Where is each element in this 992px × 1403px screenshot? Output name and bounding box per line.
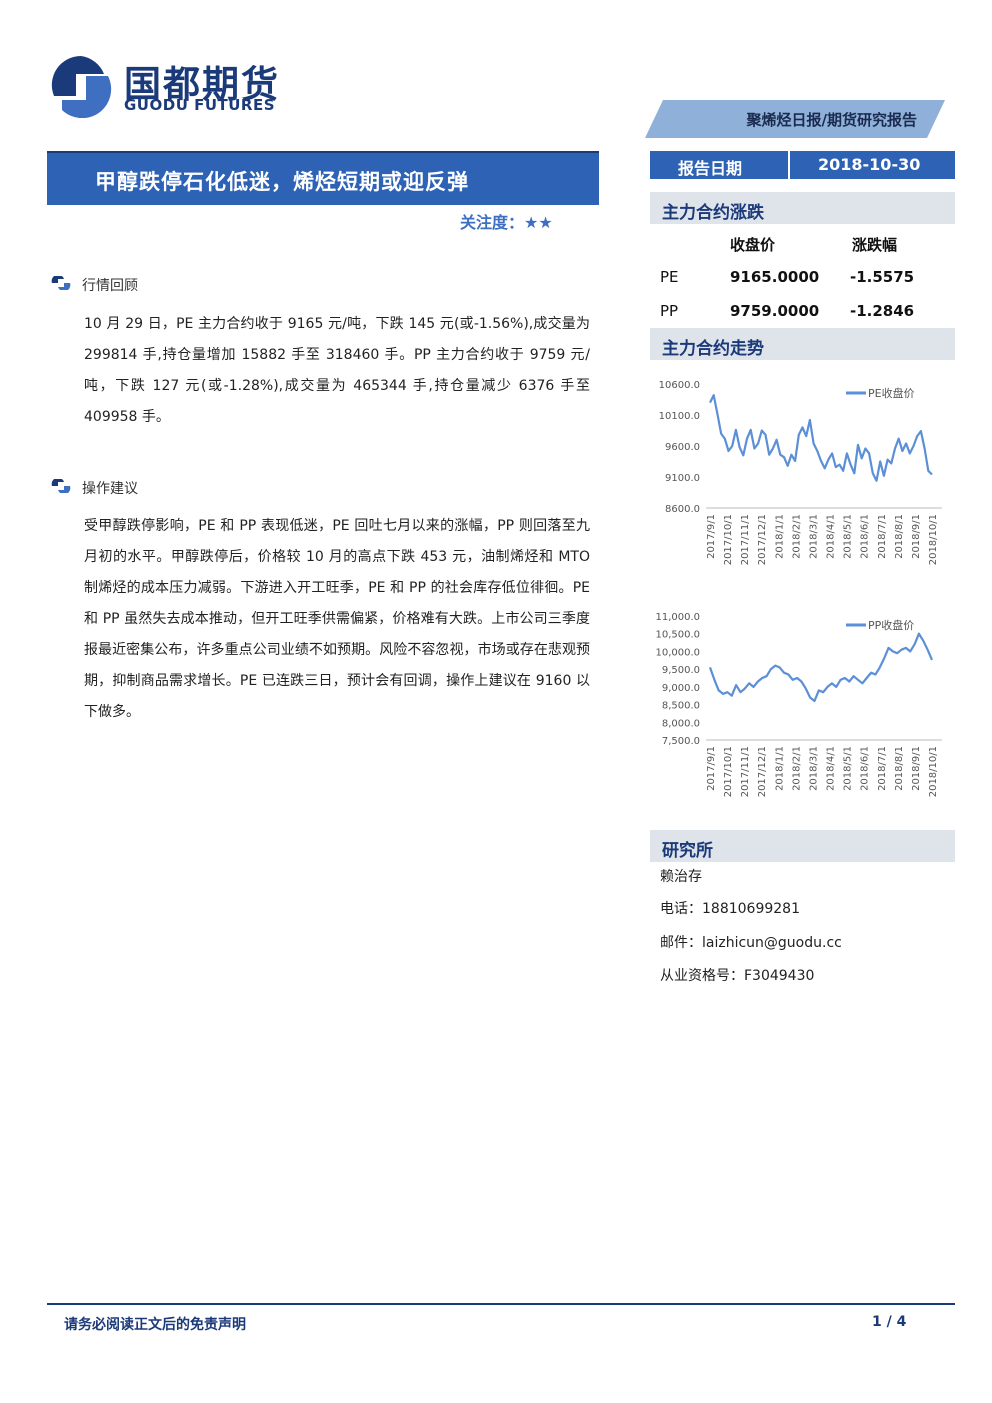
x-tick-label: 2018/5/1	[843, 514, 854, 559]
row-name-pp: PP	[660, 302, 679, 320]
x-tick-label: 2017/9/1	[706, 746, 717, 791]
report-date-label: 报告日期	[678, 159, 743, 178]
x-tick-label: 2018/9/1	[911, 746, 922, 791]
report-title-bar: 甲醇跌停石化低迷，烯烃短期或迎反弹	[47, 151, 599, 205]
x-tick-label: 2018/6/1	[860, 514, 871, 559]
license-value: F3049430	[744, 968, 815, 984]
x-tick-label: 2017/9/1	[706, 514, 717, 559]
y-tick-label: 10600.0	[659, 380, 700, 391]
section-bullet-icon	[51, 479, 71, 493]
phone-value: 18810699281	[702, 901, 800, 917]
legend-label: PP收盘价	[868, 618, 914, 632]
section-title-market-review: 行情回顾	[82, 278, 138, 294]
x-tick-label: 2017/11/1	[740, 746, 751, 797]
analyst-license: 从业资格号：F3049430	[660, 965, 814, 985]
attention-rating: 关注度：★★	[460, 209, 553, 233]
analyst-name: 赖治存	[660, 869, 702, 885]
y-tick-label: 9,000.0	[662, 683, 700, 694]
report-type-banner: 聚烯烃日报/期货研究报告	[645, 100, 945, 138]
x-tick-label: 2018/1/1	[774, 514, 785, 559]
legend-label: PE收盘价	[868, 386, 915, 400]
x-tick-label: 2018/3/1	[808, 514, 819, 559]
y-tick-label: 9600.0	[665, 442, 700, 453]
y-tick-label: 7,500.0	[662, 736, 700, 747]
row-close-pe: 9165.0000	[730, 268, 820, 286]
row-change-pp: -1.2846	[850, 302, 915, 320]
y-tick-label: 11,000.0	[655, 612, 700, 623]
x-tick-label: 2018/10/1	[928, 746, 939, 797]
y-tick-label: 10,000.0	[655, 647, 700, 658]
x-tick-label: 2017/10/1	[723, 514, 734, 565]
analyst-email: 邮件：laizhicun@guodu.cc	[660, 932, 842, 952]
contract-trend-heading: 主力合约走势	[650, 328, 955, 360]
x-tick-label: 2018/8/1	[894, 514, 905, 559]
report-date-divider	[788, 151, 790, 179]
y-tick-label: 9,500.0	[662, 665, 700, 676]
phone-label: 电话：	[660, 901, 702, 917]
section-title-operation-advice: 操作建议	[82, 481, 138, 497]
x-tick-label: 2018/1/1	[774, 746, 785, 791]
series-line	[708, 632, 934, 703]
license-label: 从业资格号：	[660, 968, 744, 984]
attention-label: 关注度：	[460, 213, 525, 232]
contract-change-heading: 主力合约涨跌	[650, 192, 955, 224]
x-tick-label: 2018/7/1	[877, 746, 888, 791]
x-tick-label: 2018/5/1	[843, 746, 854, 791]
report-type-label: 聚烯烃日报/期货研究报告	[746, 111, 917, 129]
email-label: 邮件：	[660, 935, 702, 951]
y-tick-label: 10,500.0	[655, 630, 700, 641]
contract-change-table: 收盘价 涨跌幅 PE 9165.0000 -1.5575 PP 9759.000…	[650, 224, 955, 328]
institute-heading-text: 研究所	[662, 841, 713, 861]
x-tick-label: 2018/10/1	[928, 514, 939, 565]
y-tick-label: 8,000.0	[662, 718, 700, 729]
footer-page-number: 1 / 4	[872, 1314, 907, 1330]
y-tick-label: 10100.0	[659, 411, 700, 422]
email-value[interactable]: laizhicun@guodu.cc	[702, 935, 842, 951]
section-bullet-icon	[51, 276, 71, 290]
footer-disclaimer[interactable]: 请务必阅读正文后的免责声明	[64, 1317, 246, 1333]
x-tick-label: 2017/11/1	[740, 514, 751, 565]
row-change-pe: -1.5575	[850, 268, 915, 286]
x-tick-label: 2018/4/1	[826, 746, 837, 791]
x-tick-label: 2018/2/1	[791, 514, 802, 559]
x-tick-label: 2018/8/1	[894, 746, 905, 791]
footer-divider	[47, 1303, 955, 1305]
company-name-en: GUODU FUTURES	[124, 96, 276, 114]
x-tick-label: 2017/12/1	[757, 514, 768, 565]
company-logo-icon	[51, 55, 112, 118]
x-tick-label: 2018/6/1	[860, 746, 871, 791]
row-name-pe: PE	[660, 268, 679, 286]
x-tick-label: 2018/9/1	[911, 514, 922, 559]
report-date-row: 报告日期 2018-10-30	[650, 151, 955, 179]
pp-price-chart: 11,000.0 10,500.0 10,000.0 9,500.0 9,000.0 8,…	[655, 612, 942, 797]
attention-stars: ★★	[524, 213, 553, 232]
section-body-operation-advice: 受甲醇跌停影响，PE 和 PP 表现低迷，PE 回吐七月以来的涨幅，PP 则回落…	[84, 518, 590, 720]
col-header-change: 涨跌幅	[852, 236, 898, 254]
report-date-value: 2018-10-30	[818, 155, 921, 174]
contract-trend-heading-text: 主力合约走势	[662, 339, 764, 359]
x-tick-label: 2018/3/1	[808, 746, 819, 791]
x-tick-label: 2017/10/1	[723, 746, 734, 797]
x-tick-label: 2018/7/1	[877, 514, 888, 559]
section-body-market-review: 10 月 29 日，PE 主力合约收于 9165 元/吨，下跌 145 元(或-…	[84, 316, 590, 425]
analyst-phone: 电话：18810699281	[660, 898, 800, 918]
x-tick-label: 2018/4/1	[826, 514, 837, 559]
contract-change-heading-text: 主力合约涨跌	[662, 203, 764, 223]
y-tick-label: 8600.0	[665, 504, 700, 515]
y-tick-label: 9100.0	[665, 473, 700, 484]
company-name-cn: 国都期货	[124, 63, 280, 106]
report-title: 甲醇跌停石化低迷，烯烃短期或迎反弹	[95, 170, 469, 194]
series-line	[709, 394, 933, 482]
pe-price-chart: 10600.0 10100.0 9600.0 9100.0 8600.0 2017/9/1…	[659, 380, 942, 565]
x-tick-label: 2017/12/1	[757, 746, 768, 797]
y-tick-label: 8,500.0	[662, 701, 700, 712]
row-close-pp: 9759.0000	[730, 302, 820, 320]
x-tick-label: 2018/2/1	[791, 746, 802, 791]
col-header-close: 收盘价	[730, 236, 776, 254]
institute-heading: 研究所	[650, 830, 955, 862]
